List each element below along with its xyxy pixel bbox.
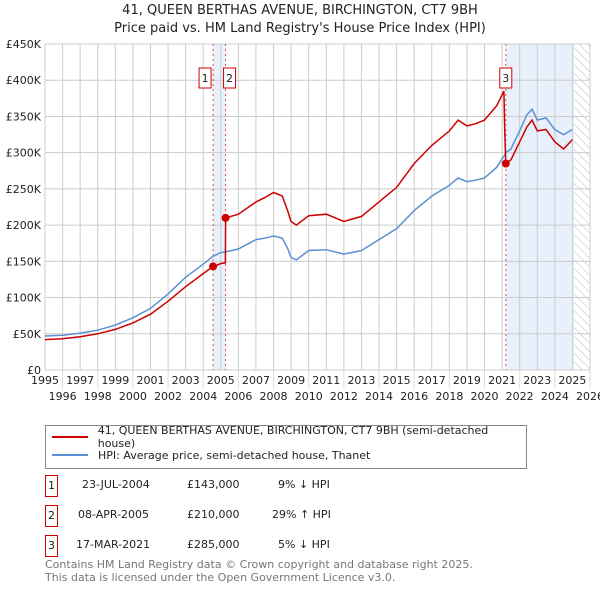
transaction-price: £210,000: [187, 508, 240, 521]
y-tick-label: £150K: [6, 255, 42, 268]
x-tick-label: 1999: [101, 374, 129, 387]
legend-property-label: 41, QUEEN BERTHAS AVENUE, BIRCHINGTON, C…: [97, 424, 489, 450]
transaction-point: [209, 262, 218, 271]
x-tick-label: 2008: [260, 390, 288, 403]
transaction-date: 17-MAR-2021: [76, 538, 151, 551]
price-chart: 1995 1996 1997 1998 1999 2000 2001 2002 2003 2004…: [6, 38, 600, 403]
legend: 41, QUEEN BERTHAS AVENUE, BIRCHINGTON, C…: [45, 424, 527, 469]
transaction-badge: 1: [45, 475, 58, 497]
x-tick-label: 2018: [435, 390, 463, 403]
footer-copyright: Contains HM Land Registry data © Crown c…: [45, 558, 473, 571]
x-tick-label: 2026: [576, 390, 600, 403]
forecast-hatch: [574, 44, 590, 370]
x-tick-label: 2005: [207, 374, 235, 387]
transaction-label: 2: [226, 72, 233, 85]
y-tick-label: £200K: [6, 219, 42, 232]
transaction-price: £285,000: [187, 538, 240, 551]
x-tick-label: 2000: [119, 390, 147, 403]
transaction-point: [221, 213, 230, 222]
transaction-badge: 2: [45, 505, 58, 527]
x-tick-label: 1996: [49, 390, 77, 403]
footer: Contains HM Land Registry data © Crown c…: [45, 558, 473, 584]
x-tick-label: 2007: [242, 374, 270, 387]
x-tick-label: 2022: [506, 390, 534, 403]
x-tick-label: 2009: [277, 374, 305, 387]
y-tick-label: £350K: [6, 110, 42, 123]
transaction-label-box: [198, 67, 212, 89]
x-tick-label: 2002: [154, 390, 182, 403]
y-tick-label: £50K: [13, 328, 42, 341]
transaction-badge: 3: [45, 535, 58, 557]
footer-licence: This data is licensed under the Open Gov…: [45, 571, 396, 584]
chart-title: 41, QUEEN BERTHAS AVENUE, BIRCHINGTON, C…: [122, 3, 478, 18]
table-row: 2 08-APR-2005 £210,000 29% ↑ HPI: [45, 505, 445, 527]
x-tick-label: 1995: [31, 374, 59, 387]
x-tick-label: 2021: [488, 374, 516, 387]
transaction-label: 1: [202, 72, 209, 85]
table-row: 3 17-MAR-2021 £285,000 5% ↓ HPI: [45, 535, 445, 557]
x-tick-label: 2011: [312, 374, 340, 387]
x-tick-label: 1997: [66, 374, 94, 387]
transaction-hpi: 9% ↓ HPI: [278, 478, 330, 491]
x-tick-label: 2014: [365, 390, 393, 403]
x-tick-label: 2016: [400, 390, 428, 403]
x-tick-label: 2013: [347, 374, 375, 387]
x-tick-label: 2020: [471, 390, 499, 403]
transaction-date: 23-JUL-2004: [82, 478, 150, 491]
property-price-line: [44, 90, 573, 341]
x-tick-label: 2006: [224, 390, 252, 403]
x-tick-label: 2023: [523, 374, 551, 387]
transaction-date: 08-APR-2005: [78, 508, 150, 521]
shaded-region: [213, 44, 226, 370]
shaded-region: [505, 44, 575, 370]
y-tick-label: £300K: [6, 147, 42, 160]
x-tick-label: 2024: [541, 390, 569, 403]
y-tick-label: £100K: [6, 292, 42, 305]
x-tick-label: 1998: [84, 390, 112, 403]
x-tick-label: 2012: [330, 390, 358, 403]
x-tick-label: 2010: [295, 390, 323, 403]
x-tick-label: 2004: [189, 390, 217, 403]
legend-item-property: 41, QUEEN BERTHAS AVENUE, BIRCHINGTON, C…: [52, 424, 526, 450]
legend-item-hpi: HPI: Average price, semi-detached house,…: [52, 447, 370, 463]
transaction-label: 3: [502, 72, 509, 85]
legend-hpi-label: HPI: Average price, semi-detached house,…: [98, 448, 371, 462]
transaction-hpi: 29% ↑ HPI: [272, 508, 331, 521]
transaction-label-box: [223, 67, 237, 89]
transaction-label-box: [499, 67, 513, 89]
hpi-line-swatch: [52, 454, 88, 456]
x-tick-label: 2003: [172, 374, 200, 387]
transaction-price: £143,000: [187, 478, 240, 491]
property-line-swatch: [52, 436, 88, 438]
x-tick-label: 2025: [558, 374, 586, 387]
chart-subtitle: Price paid vs. HM Land Registry's House …: [114, 21, 486, 36]
table-row: 1 23-JUL-2004 £143,000 9% ↓ HPI: [45, 475, 445, 497]
y-tick-label: £400K: [6, 74, 42, 87]
x-tick-label: 2017: [418, 374, 446, 387]
x-tick-label: 2015: [383, 374, 411, 387]
x-tick-label: 2019: [453, 374, 481, 387]
transaction-hpi: 5% ↓ HPI: [278, 538, 330, 551]
y-tick-label: £450K: [6, 38, 42, 51]
transaction-point: [501, 159, 510, 168]
hpi-line: [44, 107, 573, 337]
x-tick-label: 2001: [136, 374, 164, 387]
y-tick-label: £250K: [6, 183, 42, 196]
y-tick-label: £0: [27, 364, 41, 377]
